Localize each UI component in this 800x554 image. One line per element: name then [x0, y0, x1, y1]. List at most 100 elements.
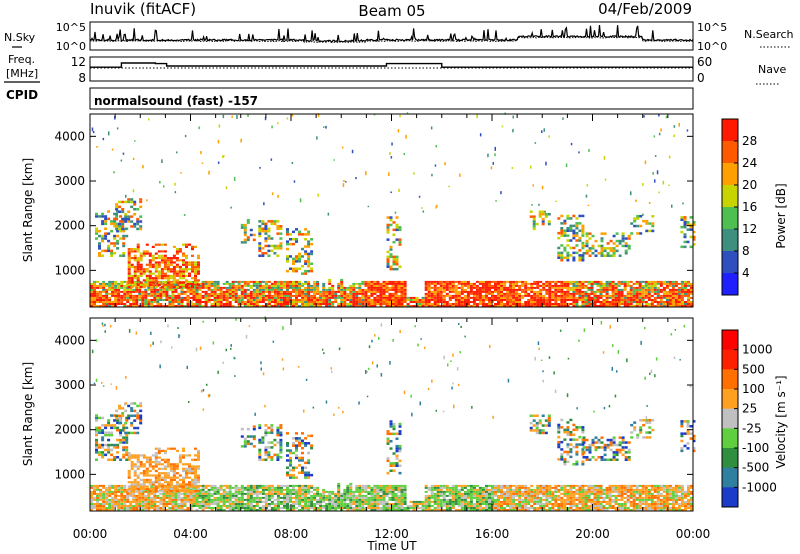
- data-cell: [570, 142, 573, 146]
- data-cell: [122, 252, 126, 255]
- data-cell: [160, 286, 164, 289]
- data-cell: [442, 484, 446, 487]
- data-cell: [307, 269, 311, 273]
- data-cell: [132, 288, 136, 291]
- data-cell: [358, 296, 362, 299]
- data-cell: [252, 486, 256, 489]
- data-cell: [182, 254, 185, 257]
- data-cell: [424, 303, 428, 305]
- data-cell: [340, 296, 344, 299]
- data-cell: [581, 284, 585, 287]
- data-cell: [391, 296, 395, 299]
- data-cell: [124, 215, 128, 218]
- data-cell: [680, 301, 684, 303]
- data-cell: [451, 492, 455, 495]
- data-cell: [472, 484, 476, 487]
- data-cell: [554, 305, 558, 307]
- data-cell: [237, 490, 241, 493]
- data-cell: [603, 232, 607, 235]
- data-cell: [231, 299, 235, 301]
- data-cell: [153, 509, 157, 511]
- data-cell: [273, 288, 277, 291]
- data-cell: [197, 279, 200, 282]
- data-cell: [662, 301, 666, 303]
- data-cell: [575, 231, 579, 235]
- data-cell: [222, 500, 226, 503]
- data-cell: [533, 498, 537, 501]
- data-cell: [186, 507, 190, 509]
- data-cell: [382, 490, 386, 493]
- data-cell: [96, 505, 99, 507]
- data-cell: [472, 494, 476, 497]
- data-cell: [147, 303, 151, 305]
- data-cell: [346, 496, 350, 499]
- data-cell: [249, 488, 253, 491]
- data-cell: [286, 288, 289, 291]
- data-cell: [127, 286, 131, 289]
- data-cell: [572, 294, 576, 297]
- data-cell: [225, 492, 229, 495]
- data-cell: [668, 296, 672, 299]
- data-cell: [279, 299, 283, 301]
- data-cell: [578, 222, 582, 225]
- data-cell: [671, 284, 675, 287]
- data-cell: [599, 288, 603, 291]
- data-cell: [430, 505, 434, 507]
- data-cell: [116, 247, 120, 250]
- data-cell: [494, 505, 497, 507]
- data-cell: [430, 292, 434, 295]
- data-cell: [454, 492, 458, 495]
- data-cell: [207, 292, 211, 295]
- data-cell: [340, 288, 344, 291]
- data-cell: [216, 490, 220, 493]
- frequency-line: [90, 62, 693, 68]
- data-cell: [150, 492, 154, 495]
- data-cell: [400, 490, 404, 493]
- data-cell: [439, 280, 443, 283]
- data-cell: [509, 296, 513, 299]
- data-cell: [289, 492, 292, 495]
- data-cell: [289, 494, 292, 497]
- data-cell: [624, 242, 628, 245]
- data-cell: [658, 114, 660, 117]
- data-cell: [204, 490, 208, 493]
- data-cell: [126, 505, 130, 507]
- data-cell: [581, 299, 585, 301]
- data-cell: [518, 488, 522, 491]
- data-cell: [228, 486, 232, 489]
- data-cell: [545, 505, 549, 507]
- data-cell: [171, 492, 175, 495]
- data-cell: [207, 294, 211, 297]
- data-cell: [174, 288, 178, 291]
- data-cell: [469, 503, 473, 505]
- data-cell: [130, 265, 134, 269]
- data-cell: [361, 280, 365, 283]
- data-cell: [439, 505, 443, 507]
- data-cell: [515, 507, 519, 509]
- data-cell: [591, 247, 595, 250]
- data-cell: [448, 498, 452, 501]
- data-cell: [195, 303, 199, 305]
- data-cell: [355, 498, 359, 501]
- data-cell: [276, 492, 280, 495]
- data-cell: [521, 296, 525, 299]
- data-cell: [349, 509, 353, 511]
- data-cell: [307, 301, 311, 303]
- data-cell: [478, 296, 482, 299]
- data-cell: [138, 498, 142, 501]
- frequency-panel: 12 8 60 0 Freq. [MHz] Nave CPID: [4, 53, 786, 102]
- data-cell: [154, 274, 158, 277]
- data-cell: [325, 509, 329, 511]
- data-cell: [340, 284, 344, 287]
- data-cell: [472, 488, 476, 491]
- data-cell: [442, 288, 446, 291]
- data-cell: [665, 284, 669, 287]
- data-cell: [575, 224, 579, 228]
- data-cell: [156, 496, 160, 499]
- data-cell: [433, 290, 437, 293]
- data-cell: [172, 265, 176, 269]
- data-cell: [590, 292, 594, 295]
- data-cell: [148, 272, 152, 275]
- data-cell: [389, 152, 391, 155]
